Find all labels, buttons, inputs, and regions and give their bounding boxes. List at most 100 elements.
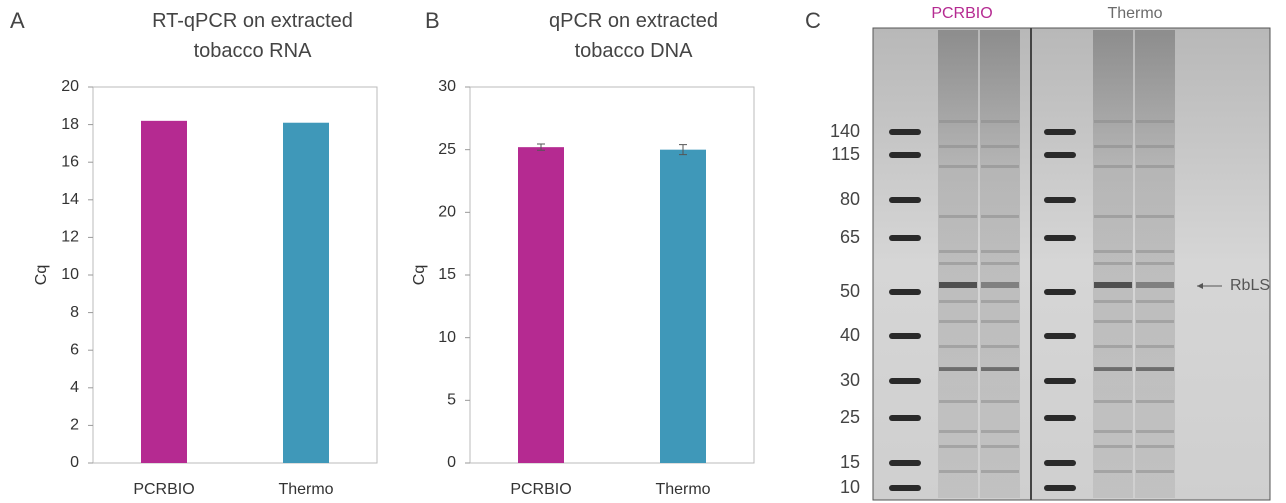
gel-band	[981, 282, 1019, 288]
gel-band	[939, 300, 977, 303]
y-tick-label: 30	[438, 78, 456, 95]
gel-band	[1094, 367, 1132, 371]
y-tick-label: 2	[70, 417, 79, 434]
marker-band	[1044, 415, 1076, 421]
marker-band	[889, 378, 921, 384]
gel-band	[1094, 430, 1132, 433]
gel-band	[981, 430, 1019, 433]
marker-band	[889, 129, 921, 135]
gel-band	[981, 367, 1019, 371]
gel-band	[1136, 430, 1174, 433]
bar	[283, 123, 329, 463]
marker-band	[889, 485, 921, 491]
gel-band	[1094, 120, 1132, 123]
gel-band	[1094, 300, 1132, 303]
gel-band	[1136, 165, 1174, 168]
marker-band	[1044, 460, 1076, 466]
chart-title: RT-qPCR on extracted tobacco RNA	[145, 6, 360, 66]
gel-band	[1094, 250, 1132, 253]
figure: ACq02468101214161820PCRBIOThermoBCq05101…	[0, 0, 1286, 503]
gel-band	[939, 145, 977, 148]
y-tick-label: 6	[70, 341, 79, 358]
gel-band	[981, 145, 1019, 148]
marker-label: 30	[840, 370, 860, 390]
bar	[518, 147, 564, 463]
y-tick-label: 16	[61, 153, 79, 170]
y-tick-label: 20	[438, 204, 456, 221]
gel-band	[939, 250, 977, 253]
gel-band	[981, 215, 1019, 218]
gel-band	[939, 470, 977, 473]
figure-svg: ACq02468101214161820PCRBIOThermoBCq05101…	[0, 0, 1286, 503]
y-tick-label: 14	[61, 191, 79, 208]
gel-band	[981, 470, 1019, 473]
gel-band	[1136, 262, 1174, 265]
gel-band	[1094, 320, 1132, 323]
marker-label: 50	[840, 281, 860, 301]
marker-band	[1044, 197, 1076, 203]
gel-band	[981, 400, 1019, 403]
plot-frame	[470, 87, 754, 463]
gel-band	[939, 215, 977, 218]
marker-band	[1044, 485, 1076, 491]
y-tick-label: 20	[61, 78, 79, 95]
gel-band	[981, 345, 1019, 348]
y-tick-label: 0	[70, 454, 79, 471]
y-axis-label: Cq	[411, 265, 428, 285]
gel-band	[1136, 320, 1174, 323]
gel-band	[939, 262, 977, 265]
gel-band	[1136, 445, 1174, 448]
annotation: RbLS	[1230, 277, 1270, 294]
gel-band	[939, 320, 977, 323]
marker-label: 115	[831, 144, 860, 164]
plot-frame	[93, 87, 377, 463]
y-tick-label: 15	[438, 266, 456, 283]
marker-band	[889, 235, 921, 241]
y-tick-label: 5	[447, 392, 456, 409]
y-tick-label: 4	[70, 379, 79, 396]
gel-band	[939, 445, 977, 448]
gel-band	[981, 250, 1019, 253]
panel-label: C	[805, 8, 821, 33]
gel-band	[1136, 300, 1174, 303]
gel-image	[873, 28, 1270, 500]
x-tick-label: PCRBIO	[133, 481, 194, 498]
gel-band	[1136, 120, 1174, 123]
panel-label: B	[425, 8, 440, 33]
gel-band	[981, 300, 1019, 303]
gel-band	[1136, 470, 1174, 473]
gel-band	[981, 120, 1019, 123]
marker-band	[1044, 152, 1076, 158]
x-tick-label: Thermo	[655, 481, 710, 498]
marker-band	[889, 289, 921, 295]
marker-band	[1044, 129, 1076, 135]
lane-label: Thermo	[1107, 5, 1162, 22]
y-tick-label: 25	[438, 141, 456, 158]
marker-label: 10	[840, 477, 860, 497]
gel-band	[981, 445, 1019, 448]
gel-band	[939, 430, 977, 433]
gel-band	[939, 345, 977, 348]
gel-band	[1136, 282, 1174, 288]
gel-band	[1094, 282, 1132, 288]
chart-title: qPCR on extracted tobacco DNA	[526, 6, 741, 66]
gel-band	[1094, 345, 1132, 348]
y-tick-label: 18	[61, 116, 79, 133]
gel-band	[939, 120, 977, 123]
panel-label: A	[10, 8, 25, 33]
marker-label: 65	[840, 227, 860, 247]
gel-band	[939, 400, 977, 403]
marker-band	[1044, 333, 1076, 339]
gel-band	[1094, 445, 1132, 448]
gel-band	[1094, 400, 1132, 403]
gel-band	[981, 262, 1019, 265]
y-tick-label: 12	[61, 229, 79, 246]
gel-band	[939, 282, 977, 288]
bar	[141, 121, 187, 463]
marker-label: 15	[840, 452, 860, 472]
gel-band	[1136, 145, 1174, 148]
x-tick-label: Thermo	[278, 481, 333, 498]
gel-band	[1136, 345, 1174, 348]
marker-band	[889, 460, 921, 466]
marker-band	[889, 152, 921, 158]
